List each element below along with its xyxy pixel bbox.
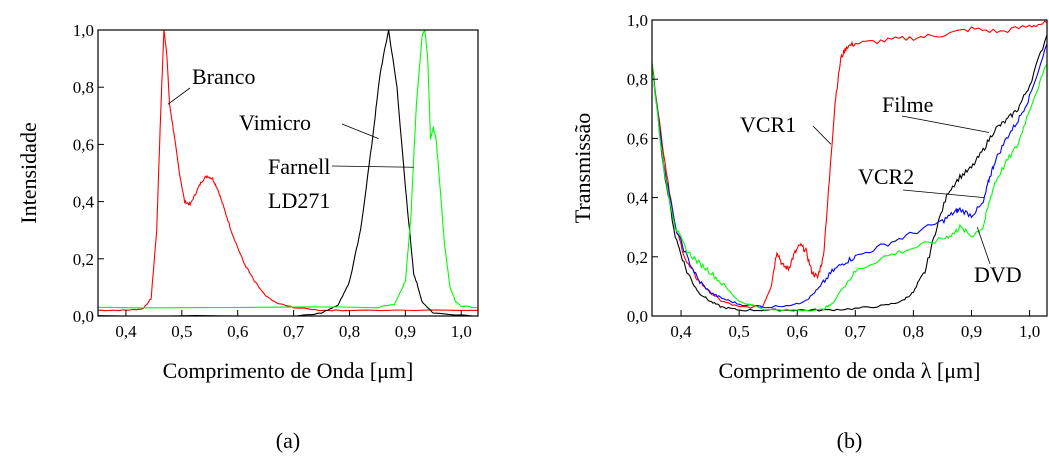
panel-a-y-axis-label: Intensidade — [16, 122, 41, 223]
x-tick-label: 0,8 — [339, 322, 360, 341]
series-line-filme — [651, 34, 1048, 312]
x-tick-label: 0,4 — [670, 322, 692, 341]
annotation-arrow-farnell — [331, 165, 414, 168]
annotation-arrow-vcr1 — [812, 125, 832, 145]
x-tick-label: 0,4 — [115, 322, 137, 341]
annotation-arrow-vcr2 — [902, 189, 985, 198]
x-tick-label: 0,6 — [227, 322, 248, 341]
x-tick-label: 1,0 — [451, 322, 472, 341]
x-tick-label: 0,7 — [283, 322, 305, 341]
annotation-arrow-branco — [167, 87, 191, 105]
annotation-filme: Filme — [882, 92, 933, 117]
panel-a-axis-ticks: 0,4 0,5 0,6 0,7 0,8 0,9 1,0 0,0 0,2 0,4 0,6 0,8 1,0 — [73, 21, 472, 341]
y-tick-label: 0,6 — [73, 135, 94, 154]
chart-panel-b: 0,4 0,5 0,6 0,7 0,8 0,9 1,00,00,20,40,60,81,0 … — [570, 11, 1048, 453]
annotation-dvd: DVD — [974, 262, 1022, 287]
annotation-arrow-filme — [901, 115, 989, 133]
x-tick-label: 0,7 — [845, 322, 867, 341]
series-line-farnell-ld271 — [97, 29, 479, 309]
annotation-farnell: Farnell — [268, 154, 330, 179]
annotation-vcr2: VCR2 — [858, 164, 914, 189]
series-line-vimicro — [97, 29, 478, 317]
panel-b-axis-ticks: 0,4 0,5 0,6 0,7 0,8 0,9 1,0 0,0 0,2 0,4 0,6 0,8 1,0 — [627, 11, 1040, 341]
x-tick-label: 0,9 — [395, 322, 416, 341]
annotation-vimicro: Vimicro — [239, 110, 311, 135]
x-tick-label: 0,9 — [961, 322, 982, 341]
y-tick-label: 0,0 — [73, 307, 94, 326]
panel-a-series-group — [97, 29, 479, 317]
chart-panel-a: 0,4 0,5 0,6 0,7 0,8 0,9 1,00,00,20,40,60,81,0 … — [16, 21, 479, 453]
y-tick-label: 0,4 — [627, 189, 649, 208]
y-tick-label: 0,4 — [73, 193, 95, 212]
y-tick-label: 0,8 — [73, 78, 94, 97]
annotation-ld271: LD271 — [268, 188, 330, 213]
y-tick-label: 0,2 — [627, 248, 648, 267]
x-tick-label: 0,5 — [171, 322, 192, 341]
panel-a-label: (a) — [276, 428, 300, 453]
x-tick-label: 0,5 — [729, 322, 750, 341]
panel-a-x-axis-label: Comprimento de Onda [μm] — [163, 358, 414, 383]
panel-a-plot-frame — [97, 29, 479, 317]
series-line-vcr1 — [651, 20, 1048, 309]
x-tick-label: 0,8 — [903, 322, 924, 341]
annotation-arrow-vimicro — [341, 123, 379, 140]
panel-b-x-axis-label: Comprimento de onda λ [μm] — [719, 358, 981, 383]
panel-b-label: (b) — [837, 428, 863, 453]
y-tick-label: 1,0 — [73, 21, 94, 40]
panel-b-series-group — [651, 20, 1048, 312]
panel-b-plot-frame — [651, 19, 1048, 317]
y-tick-label: 0,8 — [627, 70, 648, 89]
x-tick-label: 1,0 — [1019, 322, 1040, 341]
x-tick-label: 0,6 — [787, 322, 808, 341]
annotation-vcr1: VCR1 — [740, 112, 796, 137]
panel-b-y-axis-label: Transmissão — [570, 113, 595, 223]
series-line-dvd — [651, 63, 1048, 312]
series-line-vcr2 — [651, 43, 1048, 309]
y-tick-label: 0,0 — [627, 307, 648, 326]
y-tick-label: 0,2 — [73, 250, 94, 269]
annotation-branco: Branco — [192, 64, 256, 89]
annotation-arrow-dvd — [976, 227, 991, 265]
y-tick-label: 0,6 — [627, 129, 648, 148]
y-tick-label: 1,0 — [627, 11, 648, 30]
series-line-branco — [97, 29, 479, 312]
